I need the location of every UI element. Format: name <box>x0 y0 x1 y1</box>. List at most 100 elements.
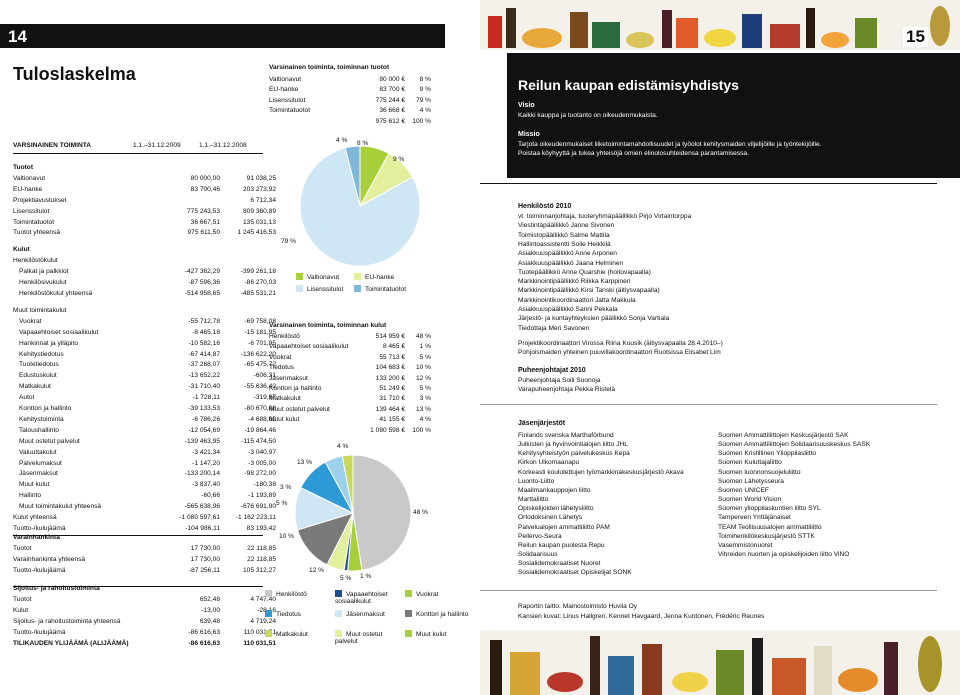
cell-amount: 775 244 € <box>375 96 405 104</box>
fundraising-table: Varainhankinta Tuotot 17 730,00 22 118,85 Va… <box>13 533 276 577</box>
cell-amount: 31 710 € <box>379 395 405 403</box>
table-row: Tiedotus 104 683 € 10 % <box>269 363 431 373</box>
table-row: Valuuttakulut -3 421,34 -3 040,97 <box>13 448 276 459</box>
legend-label: Vuokrat <box>416 591 439 598</box>
row-value-v1: -60,66 <box>201 492 220 500</box>
legend-swatch <box>265 610 272 617</box>
legend-item: Toimintatuotot <box>354 285 408 293</box>
table-row: 1 080 598 € 100 % <box>269 426 431 436</box>
legend-label: Muut ostetut palvelut <box>335 631 383 645</box>
table-row: Vapaaehtoiset sosiaalikulut 8 465 € 1 % <box>269 342 431 352</box>
row-value-v1 <box>153 306 220 317</box>
list-item: Asiakkuuspäällikkö Jaana Helminen <box>518 259 624 267</box>
table-row: Vuokrat -55 712,78 -69 758,08 <box>13 317 276 328</box>
cell-amount: 36 668 € <box>379 107 405 115</box>
legend-swatch <box>405 610 412 617</box>
table-row: Hankinnat ja ylläpito -10 582,16 -6 701,95 <box>13 339 276 350</box>
list-item: Puheenjohtaja Soili Suonoja <box>518 377 601 384</box>
cell-amount: 55 713 € <box>379 353 405 361</box>
mission-heading: Missio <box>518 131 540 138</box>
list-item: Pellervo-Seura <box>518 532 562 540</box>
row-value-v2: 22 118,85 <box>247 555 276 563</box>
table-row: Tuotot yhteensä 975 611,50 1 245 416,53 <box>13 228 276 239</box>
row-value-v2: -399 261,18 <box>240 268 276 276</box>
row-value-v2 <box>220 306 276 317</box>
legend-swatch <box>405 630 412 637</box>
table-row: Henkilöstökulut <box>13 256 276 267</box>
legend-swatch <box>296 273 303 280</box>
cell-pct: 10 % <box>415 364 431 372</box>
row-label: Vapaaehtoiset sosiaalikulut <box>19 328 99 336</box>
row-value-v1: -87 596,36 <box>188 279 220 287</box>
vision-text: Kaikki kauppa ja tuotanto on oikeudenmuk… <box>518 112 658 119</box>
list-item: Vasemmistonuoret <box>718 541 773 549</box>
row-value-v1: -37 268,07 <box>188 361 220 369</box>
header-panel <box>507 53 960 178</box>
cell-pct: 12 % <box>415 374 431 382</box>
list-item: Sosialidemokraatiset Nuoret <box>518 560 601 568</box>
list-item: Tuotepäällikkö Anne Quarshie (hoitovapaa… <box>518 268 651 276</box>
legend-item: Valtionavut <box>296 273 350 281</box>
row-label: Kulut yhteensä <box>13 514 57 522</box>
row-label: Hallinto <box>19 492 41 500</box>
row-value-v1: 652,48 <box>199 595 220 603</box>
table-row: Palvelumaksut -1 147,20 -3 005,00 <box>13 459 276 470</box>
cell-label: Muut kulut <box>269 416 300 424</box>
cell-amount: 139 464 € <box>375 405 405 413</box>
legend-label: Toimintatuotot <box>365 286 407 293</box>
row-label: Matkakulut <box>19 383 51 391</box>
table-row: Lisenssitulot 775 244 € 79 % <box>269 96 431 106</box>
expense-breakdown-table: Henkilöstö 514 959 € 48 % Vapaaehtoiset sos… <box>269 332 431 436</box>
row-label: Tuotetiedotus <box>19 361 59 369</box>
expense-pie-label-tiedotus: 10 % <box>279 533 295 540</box>
mission-text-2: Poistaa köyhyyttä ja tukea yhteisöjä omi… <box>518 150 749 157</box>
legend-label: Lisenssitulot <box>307 286 344 293</box>
cell-label: Matkakulut <box>269 395 301 403</box>
legend-swatch <box>354 273 361 280</box>
cell-label: Toimintatuotot <box>269 107 311 115</box>
members-rule <box>480 404 937 405</box>
mission-text-1: Tarjota oikeudenmukaiset liiketoimintama… <box>518 141 822 148</box>
row-value-v2: -606,31 <box>253 372 276 380</box>
row-label: Muut kulut <box>19 481 50 489</box>
table-row: Muut ostetut palvelut 139 464 € 13 % <box>269 405 431 415</box>
legend-item: EU-hanke <box>354 273 408 281</box>
cell-amount: 104 683 € <box>375 364 405 372</box>
right-page: 15 Reilun kaupan edistämisyhdistys Visio… <box>480 0 960 695</box>
row-label: Jäsenmaksut <box>19 470 58 478</box>
table-row: Kulut yhteensä -1 080 597,61 -1 162 223,11 <box>13 513 276 524</box>
row-label: Valtionavut <box>13 174 46 182</box>
row-value-v2: -55 636,42 <box>244 383 276 391</box>
list-item: Finlands svenska Marthaförbund <box>518 432 614 439</box>
legend-item: Henkilöstö <box>265 590 331 598</box>
row-value-v2: -1 193,89 <box>248 492 276 500</box>
row-value-v1: -1 728,11 <box>192 394 220 402</box>
legend-label: EU-hanke <box>365 274 395 281</box>
table-row: 975 612 € 100 % <box>269 117 431 127</box>
list-item: Suomen ylioppilaskuntien liitto SYL <box>718 505 821 513</box>
cell-label: Jäsenmaksut <box>269 374 308 382</box>
row-value-v2: 4 747,40 <box>250 595 276 603</box>
table-row: Muut toimintakulut <box>13 306 276 317</box>
income-pie-label-valtionavut: 8 % <box>357 140 369 147</box>
list-item: Markkinointikoordinaattori Jatta Makkula <box>518 296 636 304</box>
row-label: Muut toimintakulut yhteensä <box>19 503 102 511</box>
row-value-v1: -3 837,40 <box>192 481 220 489</box>
page-number-bar <box>0 24 445 48</box>
row-value-v1: -87 256,11 <box>188 566 220 574</box>
row-value-v2: -15 181,95 <box>244 328 276 336</box>
list-item: Maailmankauppojen liitto <box>518 486 591 494</box>
cell-label: Vuokrat <box>269 353 292 361</box>
row-label: Palkat ja palkkiot <box>19 268 69 276</box>
left-page: 14 Tuloslaskelma VARSINAINEN TOIMINTA 1.… <box>0 24 468 647</box>
income-table-title: Varsinainen toiminta, toiminnan tuotot <box>269 64 390 71</box>
row-value-v1: -1 080 597,61 <box>179 514 220 522</box>
row-label: Tuotto-/kulujäämä <box>13 525 66 532</box>
row-label: Tuotto-/kulujäämä <box>13 628 66 636</box>
row-value-v2: 110 031,51 <box>243 639 276 647</box>
row-value-v1: 639,48 <box>199 617 220 625</box>
legend-label: Vapaaehtoiset sosiaalikulut <box>335 591 388 605</box>
cell-label: Tiedotus <box>269 364 295 372</box>
row-label: EU-hanke <box>13 185 43 193</box>
members-heading: Jäsenjärjestöt <box>518 420 566 427</box>
